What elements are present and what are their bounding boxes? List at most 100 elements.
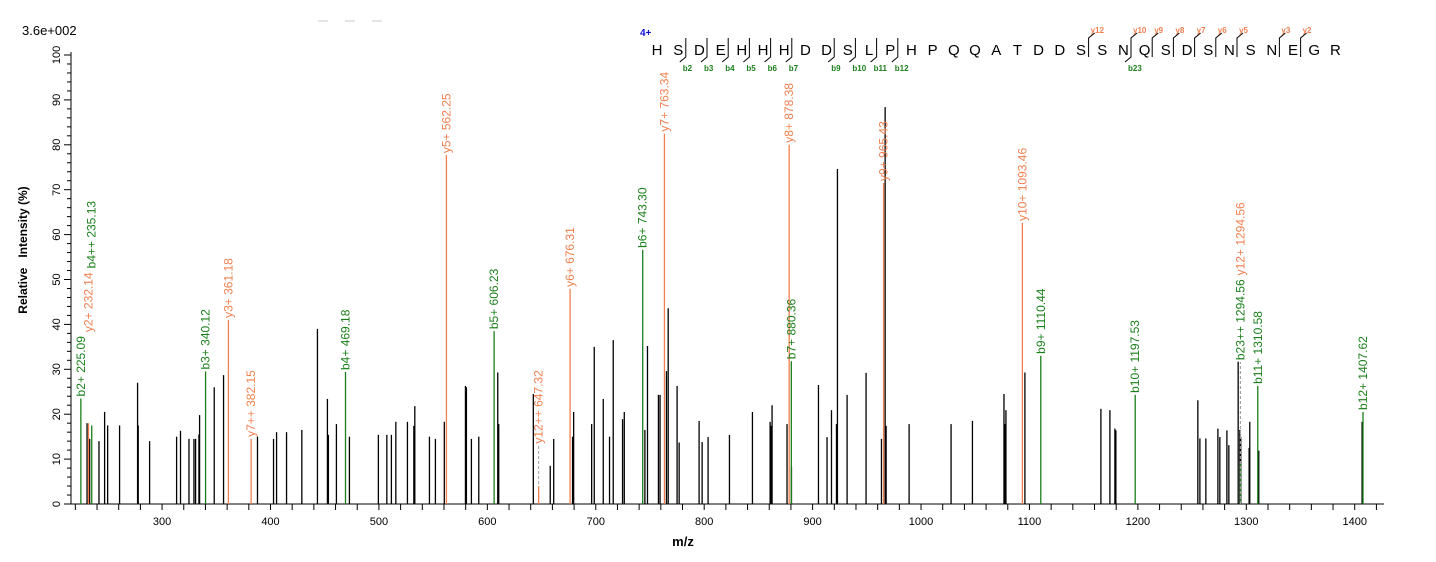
b-ion-marker-label: b5 (746, 64, 756, 73)
sequence-residue: N (1118, 42, 1129, 59)
sequence-residue: E (716, 42, 726, 59)
sequence-residue: D (800, 42, 811, 59)
sequence-residue: E (1288, 42, 1298, 59)
b-ion-marker-label: b2 (683, 64, 693, 73)
y-tick-label: 30 (51, 363, 63, 375)
sequence-residue: H (736, 42, 747, 59)
b-ion-marker (891, 38, 899, 63)
sequence-residue: S (1203, 42, 1213, 59)
x-tick-label: 300 (153, 516, 171, 528)
sequence-residue: A (991, 42, 1001, 59)
b-ion-marker-label: b12 (895, 64, 909, 73)
b-ion-label: b3+ 340.12 (199, 309, 213, 370)
sequence-residue: D (1054, 42, 1065, 59)
b-ion-label: b10+ 1197.53 (1128, 320, 1142, 393)
x-tick-label: 500 (370, 516, 388, 528)
y-tick-label: 90 (51, 94, 63, 106)
sequence-residue: H (779, 42, 790, 59)
sequence-residue: S (843, 42, 853, 59)
y-ion-label: y7++ 382.15 (244, 370, 258, 437)
y-ion-marker-label: y8 (1175, 26, 1184, 35)
y-tick-label: 40 (51, 318, 63, 330)
sequence-residue: N (1266, 42, 1277, 59)
sequence-residue: D (1182, 42, 1193, 59)
b-ion-marker-label: b7 (789, 64, 799, 73)
x-tick-label: 900 (803, 516, 821, 528)
b-ion-marker-label: b4 (725, 64, 735, 73)
sequence-residue: H (906, 42, 917, 59)
y-ion-marker-label: y6 (1218, 26, 1227, 35)
y-tick-label: 80 (51, 139, 63, 151)
y-ion-marker (1278, 32, 1286, 57)
y-tick-label: 100 (51, 46, 63, 64)
b-ion-marker (743, 38, 750, 63)
sequence-residue: L (865, 42, 873, 59)
b-ion-marker (700, 38, 708, 63)
y-ion-label: y10+ 1093.46 (1015, 148, 1029, 221)
annotated-peaks: b2+ 225.09 y2+ 232.14 b4++ 235.13 b3+ 340.1… (74, 72, 1370, 504)
b-ion-label: b7+ 880.36 (784, 298, 798, 359)
b-ion-label: b2+ 225.09 (74, 336, 88, 397)
x-tick-label: 1000 (909, 516, 933, 528)
y-ion-marker (1151, 32, 1159, 57)
x-axis-label: m/z (672, 534, 694, 549)
sequence-residue: H (652, 42, 663, 59)
y-tick-label: 20 (51, 408, 63, 420)
x-tick-label: 400 (261, 516, 279, 528)
y-ion-marker (1194, 32, 1201, 57)
y-ion-label: y12+ 1294.56 (1233, 202, 1247, 275)
sequence-residue: D (1033, 42, 1044, 59)
b-ion-label: b23++ 1294.56 (1233, 279, 1247, 360)
y-ion-marker (1300, 32, 1307, 57)
b-ion-marker (849, 38, 856, 63)
x-tick-label: 700 (587, 516, 605, 528)
y-ion-label: y2+ 232.14 (81, 272, 95, 332)
sequence-residue: P (885, 42, 895, 59)
y-ion-marker (1215, 32, 1223, 57)
b-ion-label: b12+ 1407.62 (1356, 336, 1370, 410)
sequence-residue: S (1161, 42, 1171, 59)
y-tick-label: 50 (51, 273, 63, 285)
sequence-residue: S (673, 42, 683, 59)
sequence-residue: P (928, 42, 938, 59)
sequence-residue: S (1076, 42, 1086, 59)
b-ion-marker-label: b3 (704, 64, 714, 73)
b-ion-label: b6+ 743.30 (636, 187, 650, 248)
sequence-residue: D (821, 42, 832, 59)
b-ion-marker (785, 38, 793, 63)
y-ion-label: y3+ 361.18 (221, 258, 235, 318)
b-ion-marker-label: b23 (1128, 64, 1142, 73)
sequence-residue: N (1224, 42, 1235, 59)
sequence-residue: H (758, 42, 769, 59)
y-ion-label: y5+ 562.25 (439, 93, 453, 153)
y-ion-marker (1172, 32, 1180, 57)
sequence-residue: D (694, 42, 705, 59)
y-ion-marker-label: y3 (1281, 26, 1290, 35)
y-ion-marker-label: y2 (1303, 26, 1312, 35)
x-tick-label: 1100 (1018, 516, 1042, 528)
b-ion-marker-label: b9 (831, 64, 841, 73)
sequence-residue: T (1013, 42, 1022, 59)
axes: 300 400 500 600 700 800 900 1000 1100 1200 1300 140… (51, 46, 1384, 528)
y-tick-label: 0 (51, 501, 63, 507)
b-ion-marker (764, 38, 772, 63)
b-ion-marker-label: b11 (874, 64, 888, 73)
x-tick-label: 1200 (1126, 516, 1150, 528)
y-ion-marker-label: y5 (1239, 26, 1248, 35)
y-ion-marker-label: y7 (1197, 26, 1206, 35)
y-ion-label: y12++ 647.32 (532, 370, 546, 444)
precursor-charge: 4+ (640, 28, 652, 39)
peptide-sequence: H S D E H H H D D S L P H P Q Q A T D D S S N Q S D S N S N E G Rb2 b3 b4 b… (652, 26, 1341, 73)
x-tick-label: 1400 (1342, 516, 1366, 528)
y-ion-label: y9+ 965.43 (877, 121, 891, 181)
b-ion-marker-label: b10 (852, 64, 866, 73)
y-ion-label: y7+ 763.34 (657, 72, 671, 132)
y-tick-label: 10 (51, 453, 63, 465)
y-ion-marker (1088, 32, 1095, 57)
y-tick-label: 60 (51, 228, 63, 240)
y-ion-label: y8+ 878.38 (782, 83, 796, 143)
sequence-residue: S (1246, 42, 1256, 59)
y-ion-marker (1130, 32, 1138, 57)
y-tick-label: 70 (51, 184, 63, 196)
